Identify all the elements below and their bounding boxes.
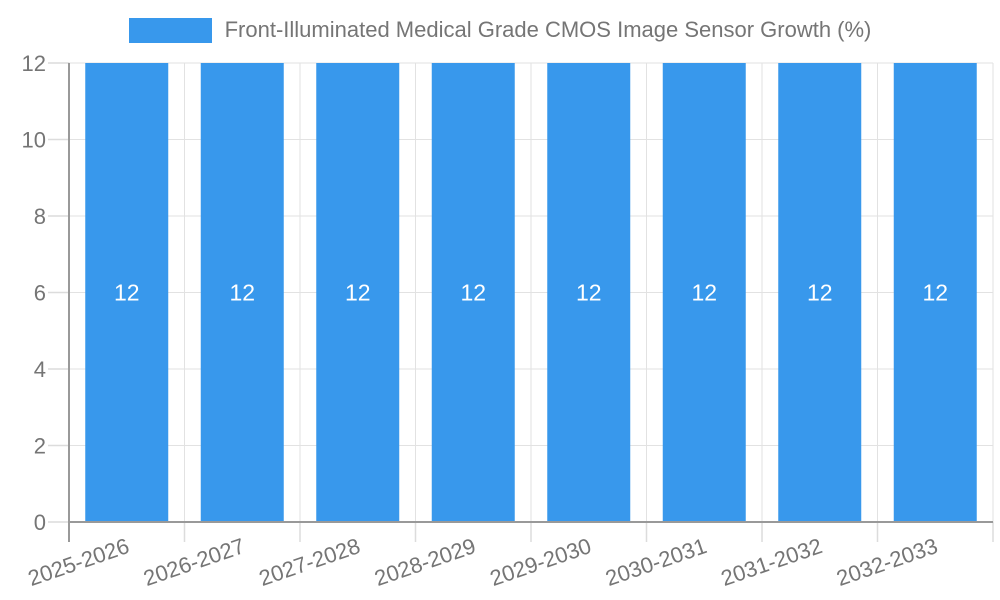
y-tick-label: 4 [34,357,46,382]
bar-value-label: 12 [807,280,833,306]
bar-2032-2033[interactable] [893,63,977,522]
bar-value-label: 12 [229,280,255,306]
bar-value-label: 12 [114,280,140,306]
x-category-label: 2030-2031 [602,533,710,591]
x-category-label: 2032-2033 [833,533,941,591]
y-tick-label: 0 [34,510,46,535]
bar-2027-2028[interactable] [316,63,400,522]
y-tick-label: 8 [34,204,46,229]
x-category-label: 2026-2027 [140,533,248,591]
x-category-label: 2025-2026 [25,533,133,591]
x-category-label: 2029-2030 [487,533,595,591]
legend-swatch[interactable] [128,17,212,43]
bar-value-label: 12 [922,280,948,306]
bar-2028-2029[interactable] [431,63,515,522]
bar-value-label: 12 [691,280,717,306]
x-category-label: 2027-2028 [256,533,364,591]
bar-value-label: 12 [345,280,371,306]
bar-2025-2026[interactable] [85,63,169,522]
bar-value-label: 12 [576,280,602,306]
bar-2030-2031[interactable] [662,63,746,522]
y-tick-label: 6 [34,281,46,306]
x-category-label: 2028-2029 [371,533,479,591]
bar-value-label: 12 [460,280,486,306]
bar-2031-2032[interactable] [778,63,862,522]
y-tick-label: 12 [22,51,46,76]
y-tick-label: 10 [22,128,46,153]
bar-2029-2030[interactable] [547,63,631,522]
bar-2026-2027[interactable] [200,63,284,522]
x-category-label: 2031-2032 [718,533,826,591]
y-tick-label: 2 [34,434,46,459]
